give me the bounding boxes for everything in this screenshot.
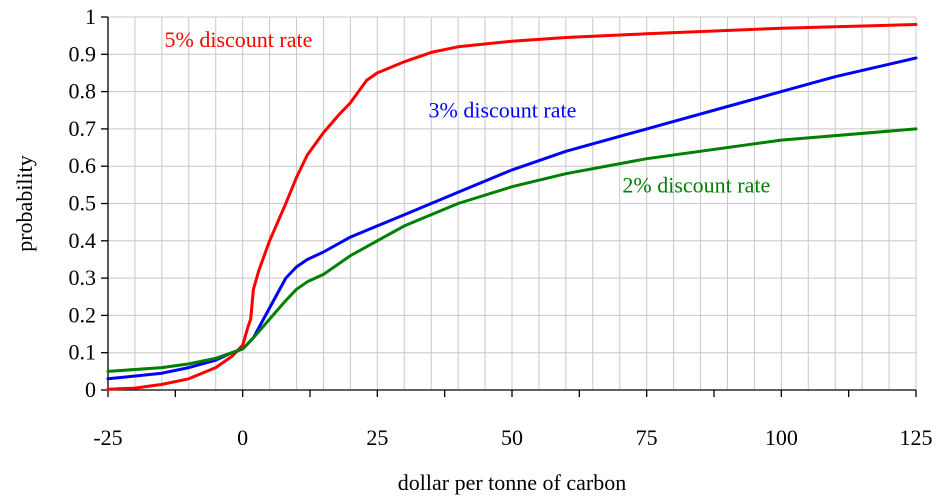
grid-lines xyxy=(107,16,917,391)
axes xyxy=(101,16,917,397)
y-tick-label: 0.1 xyxy=(69,340,97,365)
x-tick-label: 125 xyxy=(900,425,933,450)
y-tick-label: 0.7 xyxy=(69,116,97,141)
y-tick-label: 0.6 xyxy=(69,153,97,178)
x-tick-label: 0 xyxy=(237,425,248,450)
series-line-1 xyxy=(106,23,918,391)
x-tick-label: -25 xyxy=(93,425,122,450)
y-tick-label: 0 xyxy=(85,377,96,402)
y-tick-label: 1 xyxy=(85,4,96,29)
series-line-3 xyxy=(106,127,918,373)
series-label-2pct: 2% discount rate xyxy=(622,172,770,197)
y-tick-label: 0.3 xyxy=(69,265,97,290)
tick-labels: 0 0.1 0.2 0.3 0.4 0.5 0.6 0.7 0.8 0.9 1 -25 0 25 50 75 1… xyxy=(69,4,933,450)
x-tick-label: 75 xyxy=(636,425,658,450)
x-tick-label: 100 xyxy=(765,425,798,450)
series-label-3pct: 3% discount rate xyxy=(429,98,577,123)
y-tick-label: 0.9 xyxy=(69,41,97,66)
series-labels: 5% discount rate 3% discount rate 2% dis… xyxy=(165,27,771,197)
y-tick-label: 0.5 xyxy=(69,191,97,216)
series-label-5pct: 5% discount rate xyxy=(165,27,313,52)
y-axis-title: probability xyxy=(12,155,37,252)
x-axis-title: dollar per tonne of carbon xyxy=(398,470,626,495)
y-tick-label: 0.2 xyxy=(69,302,97,327)
y-tick-label: 0.8 xyxy=(69,79,97,104)
x-tick-label: 50 xyxy=(501,425,523,450)
x-tick-label: 25 xyxy=(366,425,388,450)
y-tick-label: 0.4 xyxy=(69,228,97,253)
series-lines xyxy=(106,23,918,391)
